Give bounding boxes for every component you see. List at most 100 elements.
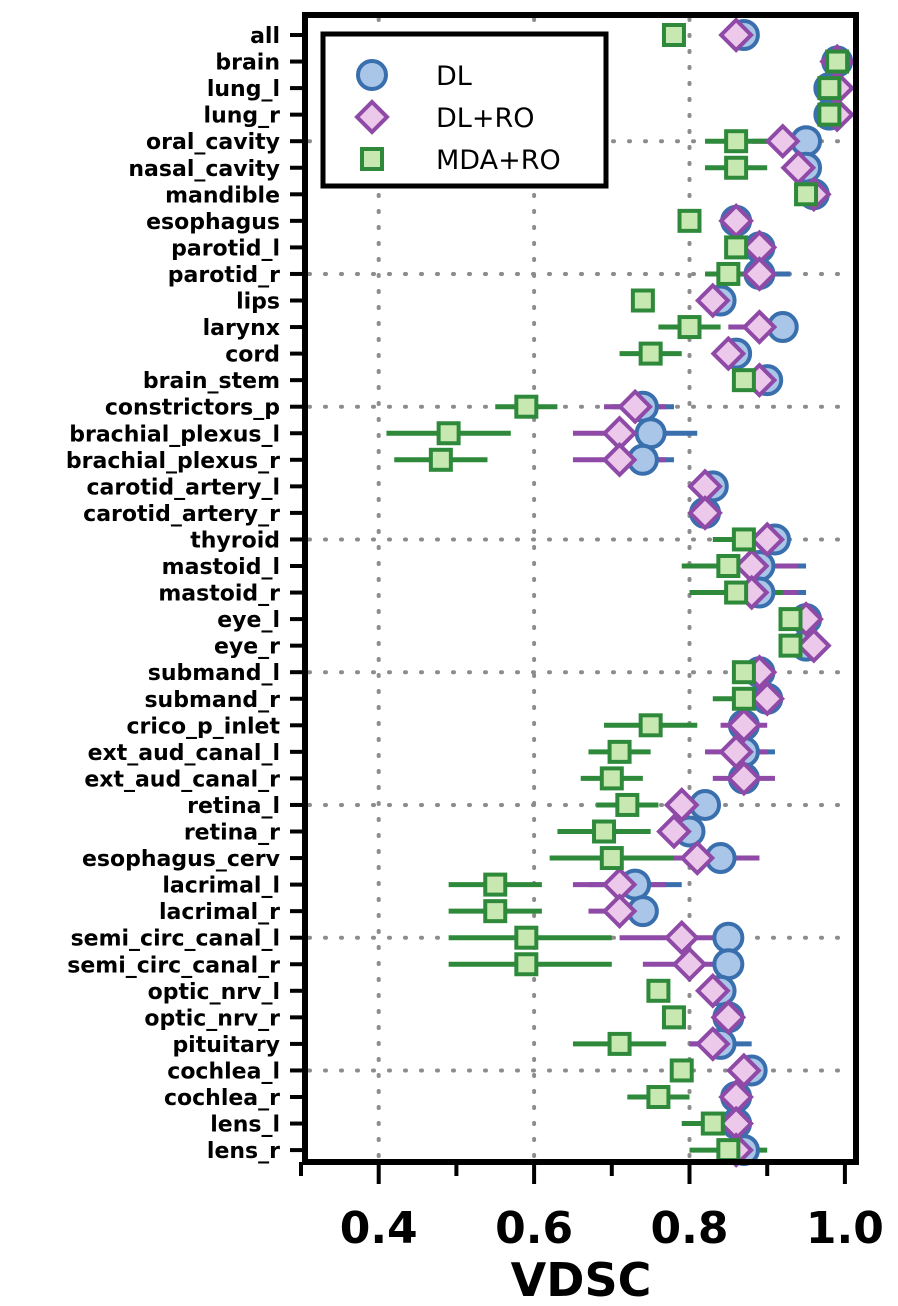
diamond-marker — [710, 999, 747, 1036]
category-label: optic_nrv_l — [148, 980, 280, 1005]
category-label: lung_l — [207, 77, 280, 102]
category-label: semi_circ_canal_r — [67, 953, 280, 978]
category-label: esophagus — [146, 210, 280, 235]
diamond-marker — [671, 946, 708, 983]
legend: DL DL+RO MDA+RO — [320, 31, 609, 189]
square-marker — [700, 1111, 725, 1136]
category-label: brain_stem — [143, 369, 280, 394]
diamond-marker — [726, 707, 762, 744]
square-marker — [716, 261, 741, 286]
diamond-marker — [601, 441, 638, 478]
square-marker — [731, 527, 756, 552]
square-marker — [514, 952, 539, 977]
category-label: brachial_plexus_r — [66, 449, 280, 474]
diamond-marker — [795, 627, 832, 664]
category-labels: allbrainlung_llung_roral_cavitynasal_cav… — [66, 24, 281, 1164]
category-label: cord — [225, 343, 280, 368]
diamond-marker — [726, 1052, 762, 1089]
square-marker — [514, 394, 539, 419]
diamond-marker — [764, 123, 801, 160]
square-marker — [817, 102, 842, 127]
diamond-marker — [710, 335, 747, 372]
square-marker — [607, 739, 632, 764]
x-axis: 0.4 0.6 0.8 1.0 — [299, 1162, 884, 1254]
diamond-marker — [694, 972, 731, 1009]
square-marker — [599, 766, 624, 791]
category-label: ext_aud_canal_l — [88, 741, 280, 766]
category-label: carotid_artery_l — [86, 475, 280, 500]
category-label: thyroid — [190, 528, 280, 553]
square-marker — [716, 554, 741, 578]
square-marker — [638, 341, 663, 366]
category-label: mastoid_l — [162, 555, 280, 580]
category-label: semi_circ_canal_l — [71, 927, 280, 952]
x-tick-label: 0.6 — [495, 1203, 573, 1254]
category-label: cochlea_l — [167, 1059, 280, 1084]
diamond-marker — [663, 787, 700, 823]
diamond-marker — [687, 495, 723, 531]
square-marker — [794, 182, 819, 207]
diamond-marker — [601, 893, 638, 929]
category-label: lacrimal_l — [162, 874, 280, 899]
diamond-marker — [663, 919, 700, 956]
category-label: submand_r — [144, 688, 280, 713]
circle-marker — [712, 921, 745, 954]
square-marker — [483, 899, 508, 924]
category-label: eye_r — [214, 635, 280, 660]
square-marker — [592, 819, 617, 844]
diamond-marker — [749, 680, 786, 717]
category-label: lens_r — [207, 1139, 280, 1164]
category-label: larynx — [203, 316, 280, 341]
category-label: eye_l — [217, 608, 280, 633]
category-label: retina_l — [187, 794, 280, 819]
x-tick-label: 0.4 — [340, 1203, 418, 1254]
category-label: nasal_cavity — [128, 157, 280, 182]
category-label: oral_cavity — [146, 130, 280, 155]
square-marker — [716, 1138, 741, 1163]
square-marker — [428, 447, 453, 472]
diamond-marker — [741, 309, 778, 345]
square-marker — [724, 235, 749, 260]
square-marker — [638, 713, 663, 738]
square-marker — [677, 208, 702, 233]
diamond-marker — [718, 17, 754, 53]
square-marker — [661, 23, 686, 47]
category-label: parotid_l — [171, 236, 280, 261]
x-tick-label: 0.8 — [651, 1203, 729, 1254]
square-marker — [825, 49, 850, 74]
legend-label: DL+RO — [436, 103, 534, 134]
square-marker — [778, 607, 803, 632]
category-label: ext_aud_canal_r — [84, 767, 280, 792]
legend-label: DL — [436, 61, 472, 92]
category-label: esophagus_cerv — [82, 847, 281, 872]
diamond-marker — [726, 760, 762, 797]
square-marker — [483, 872, 508, 897]
plot-frame — [302, 12, 859, 1165]
category-label: parotid_r — [168, 263, 280, 288]
square-marker — [607, 1031, 632, 1056]
diamond-marker — [617, 388, 653, 425]
diamond-marker — [741, 256, 778, 292]
legend-diamond-marker — [354, 99, 390, 135]
category-label: retina_r — [184, 821, 280, 846]
square-marker — [731, 368, 756, 393]
category-label: all — [250, 24, 280, 49]
square-marker — [615, 792, 640, 817]
square-marker — [817, 76, 842, 101]
square-marker — [646, 978, 671, 1003]
circle-marker — [634, 417, 667, 450]
square-marker — [724, 129, 749, 154]
category-label: pituitary — [172, 1033, 280, 1058]
square-marker — [731, 686, 756, 711]
category-label: lens_l — [210, 1113, 280, 1138]
square-marker — [646, 1085, 671, 1109]
square-marker — [724, 155, 749, 180]
diamond-marker — [718, 734, 754, 770]
category-label: brachial_plexus_l — [69, 422, 280, 447]
category-label: brain — [215, 51, 280, 76]
square-marker — [599, 846, 624, 871]
diamond-marker — [694, 282, 731, 319]
category-label: crico_p_inlet — [126, 714, 280, 739]
category-label: carotid_artery_r — [83, 502, 280, 527]
